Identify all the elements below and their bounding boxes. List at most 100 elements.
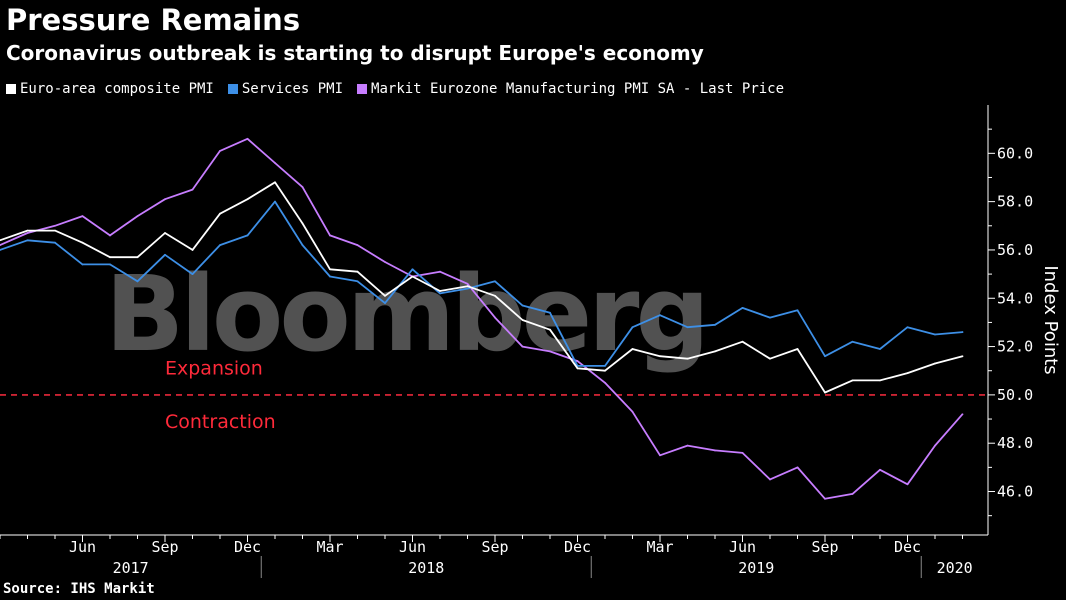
- series-services-pmi-point: [549, 311, 551, 314]
- series-manufacturing-pmi-point: [576, 360, 579, 362]
- series-composite-pmi-point: [686, 357, 689, 360]
- chart-subtitle: Coronavirus outbreak is starting to disr…: [6, 41, 704, 65]
- series-manufacturing-pmi-point: [769, 478, 771, 481]
- series-manufacturing-pmi-point: [191, 188, 194, 191]
- series-manufacturing-pmi-point: [604, 381, 606, 384]
- series-manufacturing-pmi-point: [659, 454, 661, 457]
- series-services-pmi-point: [466, 287, 469, 290]
- series-services-pmi-point: [769, 316, 771, 319]
- series-composite-pmi-point: [136, 256, 139, 259]
- series-services-pmi-point: [659, 314, 661, 317]
- series-composite-pmi-point: [906, 372, 909, 375]
- legend-swatch-composite: [6, 84, 16, 94]
- series-manufacturing-pmi-point: [329, 234, 331, 237]
- series-composite-pmi-point: [879, 379, 881, 382]
- legend-item-composite: Euro-area composite PMI: [6, 81, 214, 97]
- legend-label-composite: Euro-area composite PMI: [20, 81, 214, 97]
- x-tick-label: Jun: [399, 538, 426, 556]
- series-services-pmi-point: [851, 340, 854, 343]
- series-manufacturing-pmi-point: [219, 149, 221, 152]
- series-services-pmi-point: [686, 326, 689, 329]
- series-manufacturing-pmi-point: [879, 468, 881, 471]
- legend-label-services: Services PMI: [241, 81, 344, 97]
- series-composite-pmi-point: [604, 369, 606, 372]
- series-composite-pmi-point: [329, 268, 331, 271]
- series-manufacturing-pmi-point: [384, 261, 386, 263]
- series-services-pmi-point: [796, 309, 799, 312]
- series-services-pmi-point: [164, 253, 166, 256]
- series-services-pmi-point: [384, 302, 386, 304]
- contraction-label: Contraction: [165, 411, 276, 433]
- series-manufacturing-pmi-point: [906, 483, 909, 486]
- series-services-pmi-point: [439, 292, 441, 295]
- series-manufacturing-pmi-point: [851, 493, 854, 495]
- series-manufacturing-pmi-point: [741, 451, 744, 454]
- series-manufacturing-pmi-point: [274, 162, 276, 164]
- y-axis-title: Index Points: [1040, 265, 1061, 374]
- series-composite-pmi-point: [494, 294, 496, 297]
- legend-item-services: Services PMI: [227, 81, 344, 97]
- y-tick-label: 52.0: [997, 338, 1033, 356]
- series-composite-pmi-point: [631, 348, 634, 350]
- series-manufacturing-pmi-point: [521, 345, 524, 348]
- legend-label-manufacturing: Markit Eurozone Manufacturing PMI SA - L…: [371, 81, 785, 97]
- series-manufacturing-pmi-line: [0, 137, 964, 500]
- series-services-pmi-point: [824, 355, 826, 358]
- series-composite-pmi-point: [961, 355, 964, 358]
- series-composite-pmi-point: [0, 239, 1, 242]
- series-manufacturing-pmi-point: [356, 244, 359, 247]
- series-manufacturing-pmi-point: [301, 186, 304, 189]
- series-composite-pmi-point: [851, 379, 854, 382]
- series-services-pmi-point: [81, 263, 84, 266]
- series-composite-pmi-point: [659, 355, 661, 358]
- series-manufacturing-pmi-point: [81, 215, 84, 218]
- series-manufacturing-pmi-point: [824, 497, 826, 500]
- series-manufacturing-pmi-point: [246, 137, 249, 140]
- y-tick-label: 46.0: [997, 483, 1033, 501]
- y-tick-label: 54.0: [997, 289, 1033, 307]
- series-services-pmi-point: [604, 364, 606, 367]
- series-composite-pmi-point: [219, 212, 221, 215]
- series-services-pmi-point: [906, 326, 909, 329]
- series-services-pmi-point: [109, 263, 111, 266]
- y-tick-label: 60.0: [997, 144, 1033, 162]
- series-composite-pmi-point: [246, 198, 249, 201]
- x-year-label: 2018: [408, 559, 444, 577]
- series-services-pmi-point: [741, 307, 744, 309]
- chart-title: Pressure Remains: [6, 3, 301, 37]
- series-services-pmi-line: [0, 200, 963, 367]
- x-tick-label: Sep: [151, 538, 178, 556]
- series-services-pmi-point: [879, 348, 881, 350]
- series-services-pmi-point: [26, 239, 29, 242]
- series-composite-pmi-point: [109, 256, 111, 259]
- series-services-pmi-point: [136, 280, 139, 283]
- series-composite-pmi-line: [0, 181, 963, 394]
- series-services-pmi-point: [356, 280, 359, 283]
- series-services-pmi-point: [494, 280, 496, 283]
- y-tick-label: 56.0: [997, 241, 1033, 259]
- series-services-pmi-point: [0, 249, 1, 251]
- series-manufacturing-pmi-point: [494, 316, 496, 319]
- series-composite-pmi-point: [934, 362, 936, 365]
- series-composite-pmi-point: [741, 340, 744, 343]
- x-tick-label: Dec: [234, 538, 261, 556]
- x-year-label: 2019: [738, 559, 774, 577]
- series-composite-pmi-point: [521, 319, 524, 321]
- series-manufacturing-pmi-point: [136, 215, 139, 218]
- x-year-label: 2017: [113, 559, 149, 577]
- series-composite-pmi-point: [26, 229, 29, 232]
- series-services-pmi-point: [521, 304, 524, 307]
- y-tick-label: 58.0: [997, 193, 1033, 211]
- series-services-pmi-point: [329, 275, 331, 278]
- series-composite-pmi-point: [356, 270, 359, 273]
- series-services-pmi-point: [961, 331, 964, 333]
- series-manufacturing-pmi-point: [961, 413, 964, 416]
- series-manufacturing-pmi-point: [686, 444, 689, 447]
- expansion-label: Expansion: [165, 358, 263, 380]
- legend-swatch-services: [227, 84, 238, 94]
- series-composite-pmi-point: [191, 249, 194, 251]
- series-composite-pmi-point: [576, 367, 579, 370]
- series-composite-pmi-point: [439, 290, 441, 292]
- series-services-pmi-point: [714, 323, 716, 326]
